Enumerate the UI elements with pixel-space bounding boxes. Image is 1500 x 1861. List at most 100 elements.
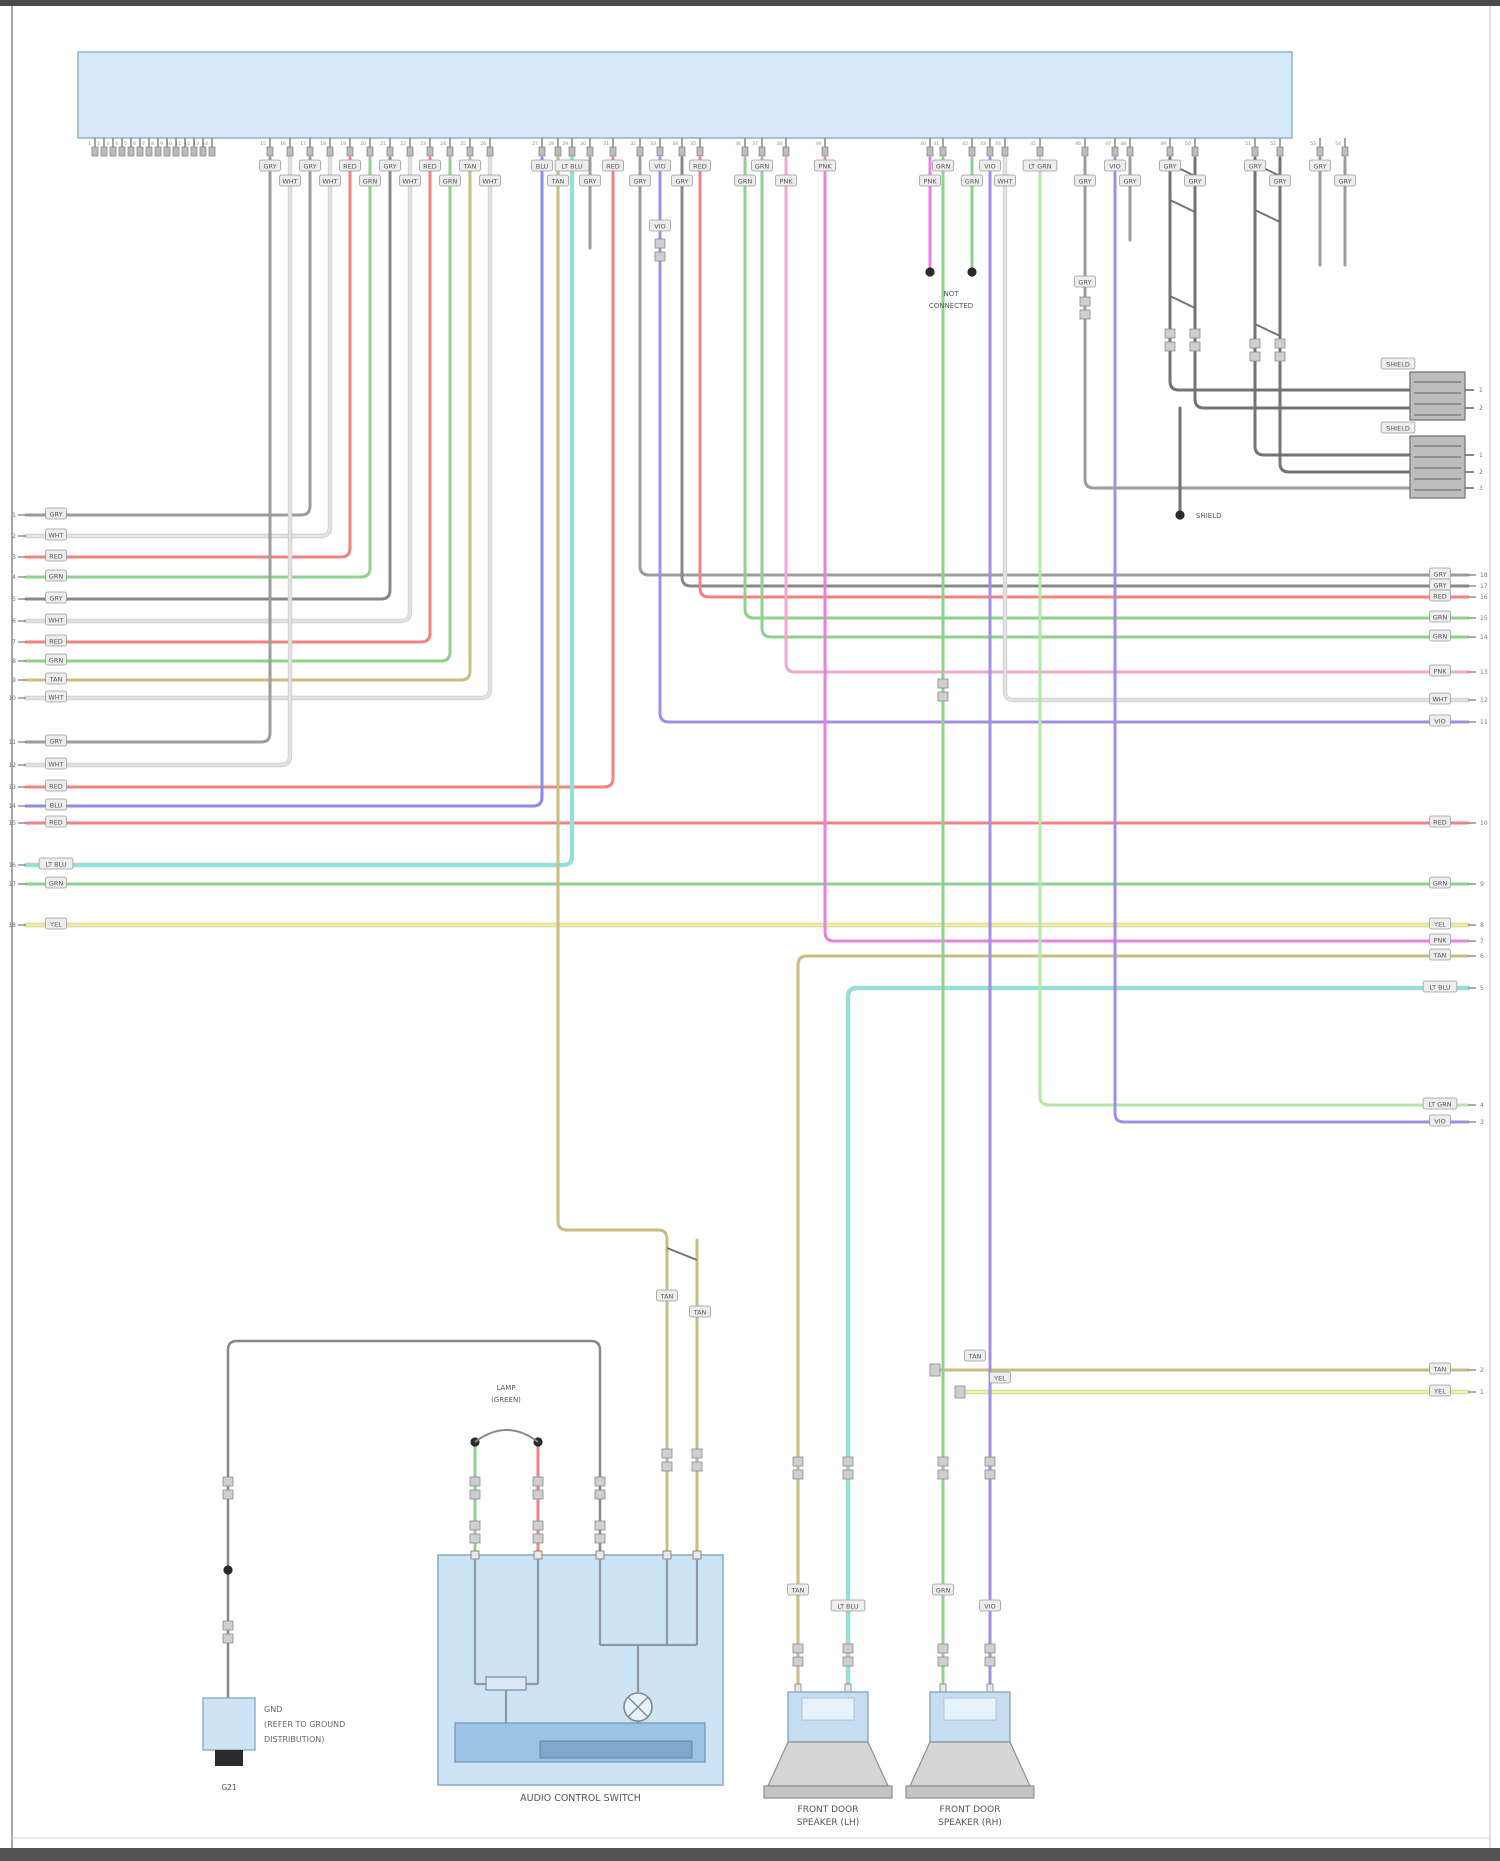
unit-pin-terminal: [678, 146, 686, 157]
wire-mag-26: [823, 156, 1470, 943]
wire-label-chip: [45, 690, 67, 703]
unit-pin-number: 38: [776, 141, 782, 147]
note-text: CONNECTED: [929, 302, 973, 310]
unit-pin-terminal: [109, 146, 117, 157]
switch-pin: [662, 1550, 672, 1560]
speaker-label: SPEAKER (LH): [797, 1818, 860, 1828]
unit-pin-number: 39: [815, 141, 821, 147]
unit-pin-terminal: [346, 146, 354, 157]
wire-color-code: GRY: [49, 738, 62, 746]
wire-outline: [23, 155, 333, 539]
wire-color-code: BLU: [536, 163, 549, 171]
connector-pin-number: 1: [1479, 387, 1483, 394]
wire-color-code: LT BLU: [561, 163, 583, 171]
unit-pin-terminal: [172, 146, 180, 157]
wire-ltb-15: [24, 156, 574, 867]
wire-color-code: SHIELD: [1386, 425, 1410, 433]
wire-color-code: LT GRN: [1028, 163, 1051, 171]
unit-pin-number: 24: [440, 141, 446, 147]
note-text: SHIELD: [1196, 512, 1221, 520]
wire-label-chip: [979, 1599, 1001, 1612]
edge-pin-number: 7: [1480, 938, 1484, 945]
wire-color-code: TAN: [693, 1309, 707, 1317]
wire-color-code: LT GRN: [1428, 1101, 1451, 1109]
unit-pin-terminal: [426, 146, 434, 157]
wire-color-code: TAN: [968, 1353, 982, 1361]
unit-pin-number: 47: [1105, 141, 1111, 147]
wire-label-chip: [1429, 692, 1451, 705]
wire-color-code: VIO: [984, 1603, 995, 1611]
wire-label-chip: [1429, 876, 1451, 889]
wire-label-chip: [961, 174, 983, 187]
wire-red-20: [698, 156, 1470, 599]
edge-pin-number: 8: [1480, 922, 1484, 929]
wire-color-code: GRY: [1433, 582, 1446, 590]
ground-code: G21: [221, 1783, 237, 1792]
wire-outline: [23, 155, 493, 701]
wire-label-chip: [459, 159, 481, 172]
inline-connector: [661, 1448, 673, 1459]
speaker-terminal-inner: [801, 1697, 855, 1721]
wire-label-chip: [439, 174, 461, 187]
wire-color-code: VIO: [1434, 718, 1445, 726]
unit-pin-terminal: [1111, 146, 1119, 157]
wire-color-code: TAN: [49, 676, 63, 684]
wire-label-chip: [479, 174, 501, 187]
wire-color-code: PNK: [1433, 668, 1447, 676]
wire-color-code: GRY: [1248, 163, 1261, 171]
unit-pin-terminal: [538, 146, 546, 157]
unit-pin-number: 50: [1185, 141, 1191, 147]
wire-label-chip: [38, 857, 74, 870]
wire-red-6: [24, 156, 432, 644]
speaker-pin: [794, 1683, 802, 1693]
wire-label-chip: [649, 219, 671, 232]
wire-label-chip: [45, 798, 67, 811]
wire-color-code: VIO: [984, 163, 995, 171]
unit-pin-number: 53: [1310, 141, 1316, 147]
wire-gry-0: [24, 156, 312, 517]
edge-pin-number: 13: [1480, 669, 1488, 676]
unit-pin-terminal: [199, 146, 207, 157]
window-bottom-edge: [0, 1848, 1500, 1861]
unit-pin-number: 42: [962, 141, 968, 147]
wire-red-2: [24, 156, 352, 559]
wire-tan-8: [24, 156, 472, 682]
unit-pin-terminal: [926, 146, 934, 157]
unit-pin-terminal: [1191, 146, 1199, 157]
inline-connector: [691, 1448, 703, 1459]
wire-label-chip: [1429, 815, 1451, 828]
unit-pin-number: 20: [360, 141, 366, 147]
wire-label-chip: [1022, 159, 1058, 172]
wire-label-chip: [45, 653, 67, 666]
unit-pin-terminal: [1316, 146, 1324, 157]
unit-pin-number: 18: [320, 141, 326, 147]
unit-pin-terminal: [127, 146, 135, 157]
inline-connector: [469, 1489, 481, 1500]
wire-label-chip: [1422, 1097, 1458, 1110]
wire-color-code: GRY: [303, 163, 316, 171]
unit-pin-terminal: [286, 146, 294, 157]
wire-color-code: GRY: [1273, 178, 1286, 186]
inline-connector: [1079, 309, 1091, 320]
wire-label-chip: [1422, 980, 1458, 993]
switch-pin: [692, 1550, 702, 1560]
wire-label-chip: [359, 174, 381, 187]
unit-pin-terminal: [136, 146, 144, 157]
wire-label-chip: [814, 159, 836, 172]
unit-pin-number: 9: [160, 141, 163, 147]
wire-label-chip: [1119, 174, 1141, 187]
wire-vio-25: [658, 156, 1470, 724]
edge-pin-number: 4: [12, 574, 16, 581]
inline-connector: [691, 1461, 703, 1472]
inline-connector: [792, 1456, 804, 1467]
wire-gry2-49: [226, 1339, 602, 1702]
unit-pin-number: 6: [133, 141, 136, 147]
inline-connector: [984, 1469, 996, 1480]
wire-label-chip: [979, 159, 1001, 172]
note-text: (GREEN): [491, 1396, 521, 1404]
unit-pin-terminal: [266, 146, 274, 157]
wire-color-code: PNK: [923, 178, 937, 186]
unit-pin-terminal: [306, 146, 314, 157]
labels-layer: 1 2 3 4 5 6 7 8 9 10 11 12 13 14 15 16 17 18 19 20 21 22 23 24 2…: [8, 141, 1487, 1828]
wire-color-code: YEL: [1433, 1388, 1446, 1396]
